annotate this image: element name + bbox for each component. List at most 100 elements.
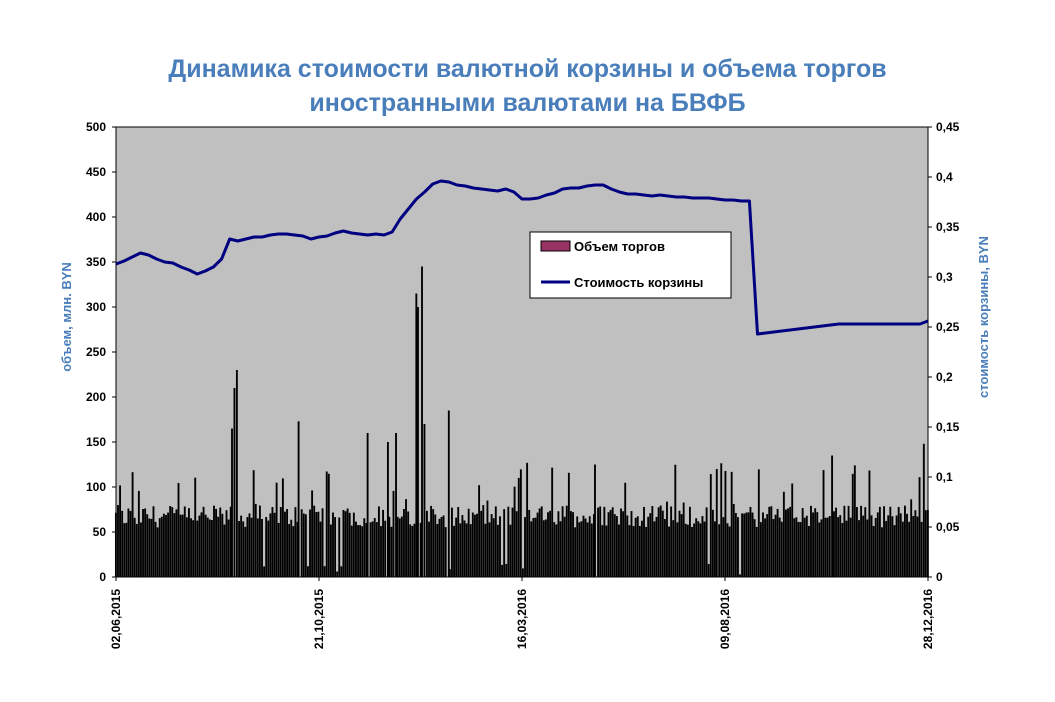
volume-bar	[724, 471, 727, 577]
volume-bar	[154, 521, 157, 577]
volume-bar	[181, 514, 184, 577]
volume-bar	[810, 505, 812, 577]
volume-bar	[780, 521, 783, 577]
volume-bar	[490, 514, 493, 577]
volume-bar	[377, 506, 380, 577]
volume-bar	[121, 510, 124, 577]
chart-title: Динамика стоимости валютной корзины и об…	[0, 52, 1055, 120]
volume-bar	[296, 521, 299, 577]
volume-bar	[342, 510, 345, 577]
volume-bar	[188, 508, 190, 577]
volume-bar	[300, 509, 303, 577]
volume-bar	[213, 505, 215, 577]
volume-bar	[622, 511, 625, 577]
volume-bar	[148, 518, 151, 577]
volume-bar	[557, 511, 560, 577]
volume-bar	[789, 506, 792, 577]
volume-bar	[357, 525, 359, 577]
volume-bar	[511, 507, 514, 577]
volume-bar	[570, 511, 572, 577]
volume-bar	[922, 443, 925, 577]
volume-bar	[739, 574, 741, 577]
volume-bar	[718, 524, 721, 577]
y-left-tick-label: 0	[99, 570, 106, 584]
volume-bar	[309, 509, 311, 577]
volume-bar	[411, 525, 414, 577]
volume-bar	[670, 506, 673, 577]
y-right-tick-label: 0,45	[936, 120, 960, 134]
volume-bar	[666, 501, 668, 577]
volume-bar	[678, 510, 681, 577]
volume-bar	[366, 433, 369, 577]
volume-bar	[162, 513, 165, 577]
volume-bar	[901, 521, 904, 577]
volume-bar	[325, 471, 328, 577]
volume-bar	[559, 521, 562, 577]
volume-bar	[292, 526, 295, 577]
volume-bar	[501, 564, 503, 577]
volume-bar	[645, 526, 648, 577]
x-tick-label: 09,08,2016	[718, 589, 732, 649]
volume-bar	[284, 511, 286, 577]
volume-bar	[799, 522, 802, 577]
volume-bar	[885, 520, 888, 577]
volume-bar	[215, 508, 218, 577]
volume-bar	[599, 506, 602, 577]
y-left-tick-label: 450	[86, 165, 106, 179]
volume-bar	[140, 522, 142, 577]
volume-bar	[603, 506, 606, 577]
volume-bar	[423, 424, 426, 577]
y-right-tick-label: 0	[936, 570, 943, 584]
volume-bar	[824, 517, 827, 577]
volume-bar	[190, 518, 192, 577]
volume-bar	[461, 515, 464, 577]
volume-bar	[795, 517, 798, 577]
volume-bar	[229, 506, 232, 577]
x-tick-label: 16,03,2016	[515, 589, 529, 649]
volume-bar	[649, 513, 652, 577]
volume-bar	[294, 507, 297, 577]
volume-bar	[853, 465, 856, 577]
volume-bar	[655, 516, 658, 577]
volume-bar	[862, 515, 865, 577]
volume-bar	[133, 517, 136, 577]
volume-bar	[785, 509, 787, 577]
volume-bar	[816, 512, 819, 577]
volume-bar	[223, 524, 226, 577]
volume-bar	[261, 518, 263, 577]
volume-bar	[171, 507, 174, 577]
volume-bar	[580, 521, 583, 577]
volume-bar	[711, 509, 714, 577]
volume-bar	[693, 523, 696, 577]
volume-bar	[607, 512, 610, 577]
volume-bar	[248, 513, 251, 577]
volume-bar	[206, 517, 209, 577]
volume-bar	[615, 516, 618, 577]
volume-bar	[137, 490, 140, 577]
volume-bar	[465, 523, 468, 577]
volume-bar	[432, 509, 435, 577]
volume-bar	[459, 523, 462, 577]
volume-bar	[390, 526, 393, 577]
volume-bar	[369, 522, 372, 577]
volume-bar	[578, 522, 581, 577]
volume-bar	[447, 410, 450, 577]
volume-bar	[413, 523, 416, 577]
y-right-tick-label: 0,25	[936, 320, 960, 334]
volume-bar	[177, 483, 180, 577]
volume-bar	[695, 518, 698, 577]
volume-bar	[384, 520, 387, 577]
volume-bar	[492, 518, 495, 577]
volume-bar	[528, 509, 531, 577]
volume-bar	[553, 522, 556, 577]
volume-bar	[317, 511, 320, 577]
volume-bar	[194, 477, 197, 577]
volume-bar	[210, 520, 213, 577]
volume-bar	[488, 522, 491, 577]
volume-bar	[144, 508, 147, 577]
volume-bar	[271, 507, 274, 577]
volume-bar	[125, 522, 128, 577]
volume-bar	[192, 520, 195, 577]
volume-bar	[503, 509, 506, 577]
